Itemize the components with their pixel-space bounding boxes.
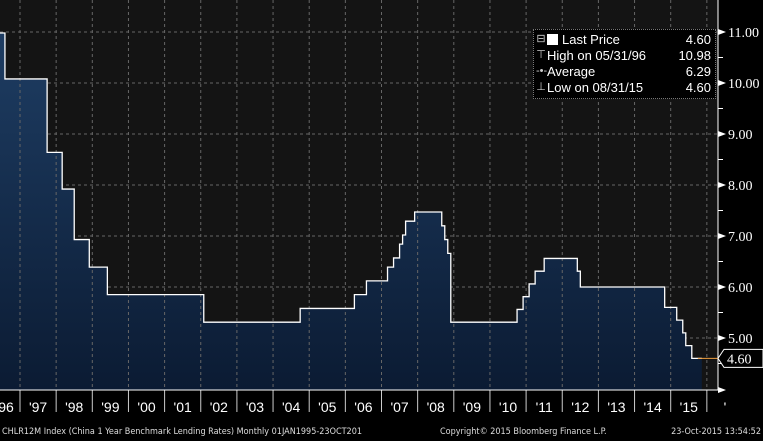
y-tick-arrow [718, 387, 726, 393]
legend-value: 6.29 [685, 64, 711, 79]
collapse-icon[interactable]: ⊟ [536, 33, 546, 45]
y-tick-label: 6.00 [728, 281, 753, 296]
x-tick-label: '99 [101, 399, 119, 415]
x-tick-label: '04 [282, 399, 300, 415]
x-tick-label: '11 [536, 399, 553, 415]
x-tick-label: '02 [210, 399, 228, 415]
high-icon: ⊤ [536, 49, 546, 61]
y-tick-label: 11.00 [728, 26, 759, 41]
x-tick-label: '05 [318, 399, 336, 415]
x-tick-label: '01 [174, 399, 192, 415]
footer-ticker: CHLR12M Index (China 1 Year Benchmark Le… [2, 427, 363, 437]
y-tick-arrow [718, 233, 726, 239]
x-tick-label: '15 [680, 399, 698, 415]
legend-low: ⊥ Low on 08/31/15 4.60 [536, 79, 711, 96]
x-tick-label: '97 [29, 399, 47, 415]
x-tick-label: '14 [644, 399, 662, 415]
y-tick-arrow [718, 284, 726, 290]
legend-high: ⊤ High on 05/31/96 10.98 [536, 47, 711, 64]
footer-copyright: Copyright© 2015 Bloomberg Finance L.P. [440, 427, 607, 437]
x-tick-label: '03 [246, 399, 264, 415]
x-tick-label: '08 [427, 399, 445, 415]
y-tick-arrow [718, 335, 726, 341]
x-tick-label: '98 [65, 399, 83, 415]
y-tick-arrow [718, 80, 726, 86]
y-tick-arrow [718, 29, 726, 35]
chart-legend: ⊟ Last Price 4.60 ⊤ High on 05/31/96 10.… [533, 29, 716, 99]
average-icon: -•- [536, 65, 548, 77]
series-line [0, 32, 702, 360]
x-tick-label: '09 [463, 399, 481, 415]
y-tick-label: 9.00 [728, 128, 753, 143]
legend-value: 10.98 [678, 48, 711, 63]
low-icon: ⊥ [536, 81, 546, 93]
square-icon [547, 34, 558, 45]
y-tick-arrow [718, 131, 726, 137]
legend-label: Low on 08/31/15 [547, 80, 644, 95]
legend-value: 4.60 [685, 80, 711, 95]
legend-label: Average [547, 64, 596, 79]
x-tick-label: '00 [137, 399, 155, 415]
y-tick-label: 5.00 [728, 332, 753, 347]
legend-value: 4.60 [685, 32, 711, 47]
legend-last-price[interactable]: ⊟ Last Price 4.60 [536, 31, 711, 48]
y-tick-label: 10.00 [728, 77, 760, 92]
footer-timestamp: 23-Oct-2015 13:54:52 [671, 427, 761, 437]
legend-label: High on 05/31/96 [547, 48, 647, 63]
y-tick-label: 7.00 [728, 230, 753, 245]
y-tick-label: 8.00 [728, 179, 753, 194]
x-tick-label: '07 [390, 399, 408, 415]
x-tick-label: '12 [571, 399, 589, 415]
x-tick-label: 96 [0, 399, 14, 415]
legend-label: Last Price [562, 32, 620, 47]
legend-average: -•- Average 6.29 [536, 63, 711, 80]
last-price-tag [717, 348, 763, 368]
last-price-label: 4.60 [727, 352, 752, 367]
x-tick-label: '10 [499, 399, 517, 415]
x-tick-label: ' [724, 399, 727, 415]
y-tick-arrow [718, 182, 726, 188]
x-tick-label: '13 [607, 399, 625, 415]
x-tick-label: '06 [354, 399, 372, 415]
